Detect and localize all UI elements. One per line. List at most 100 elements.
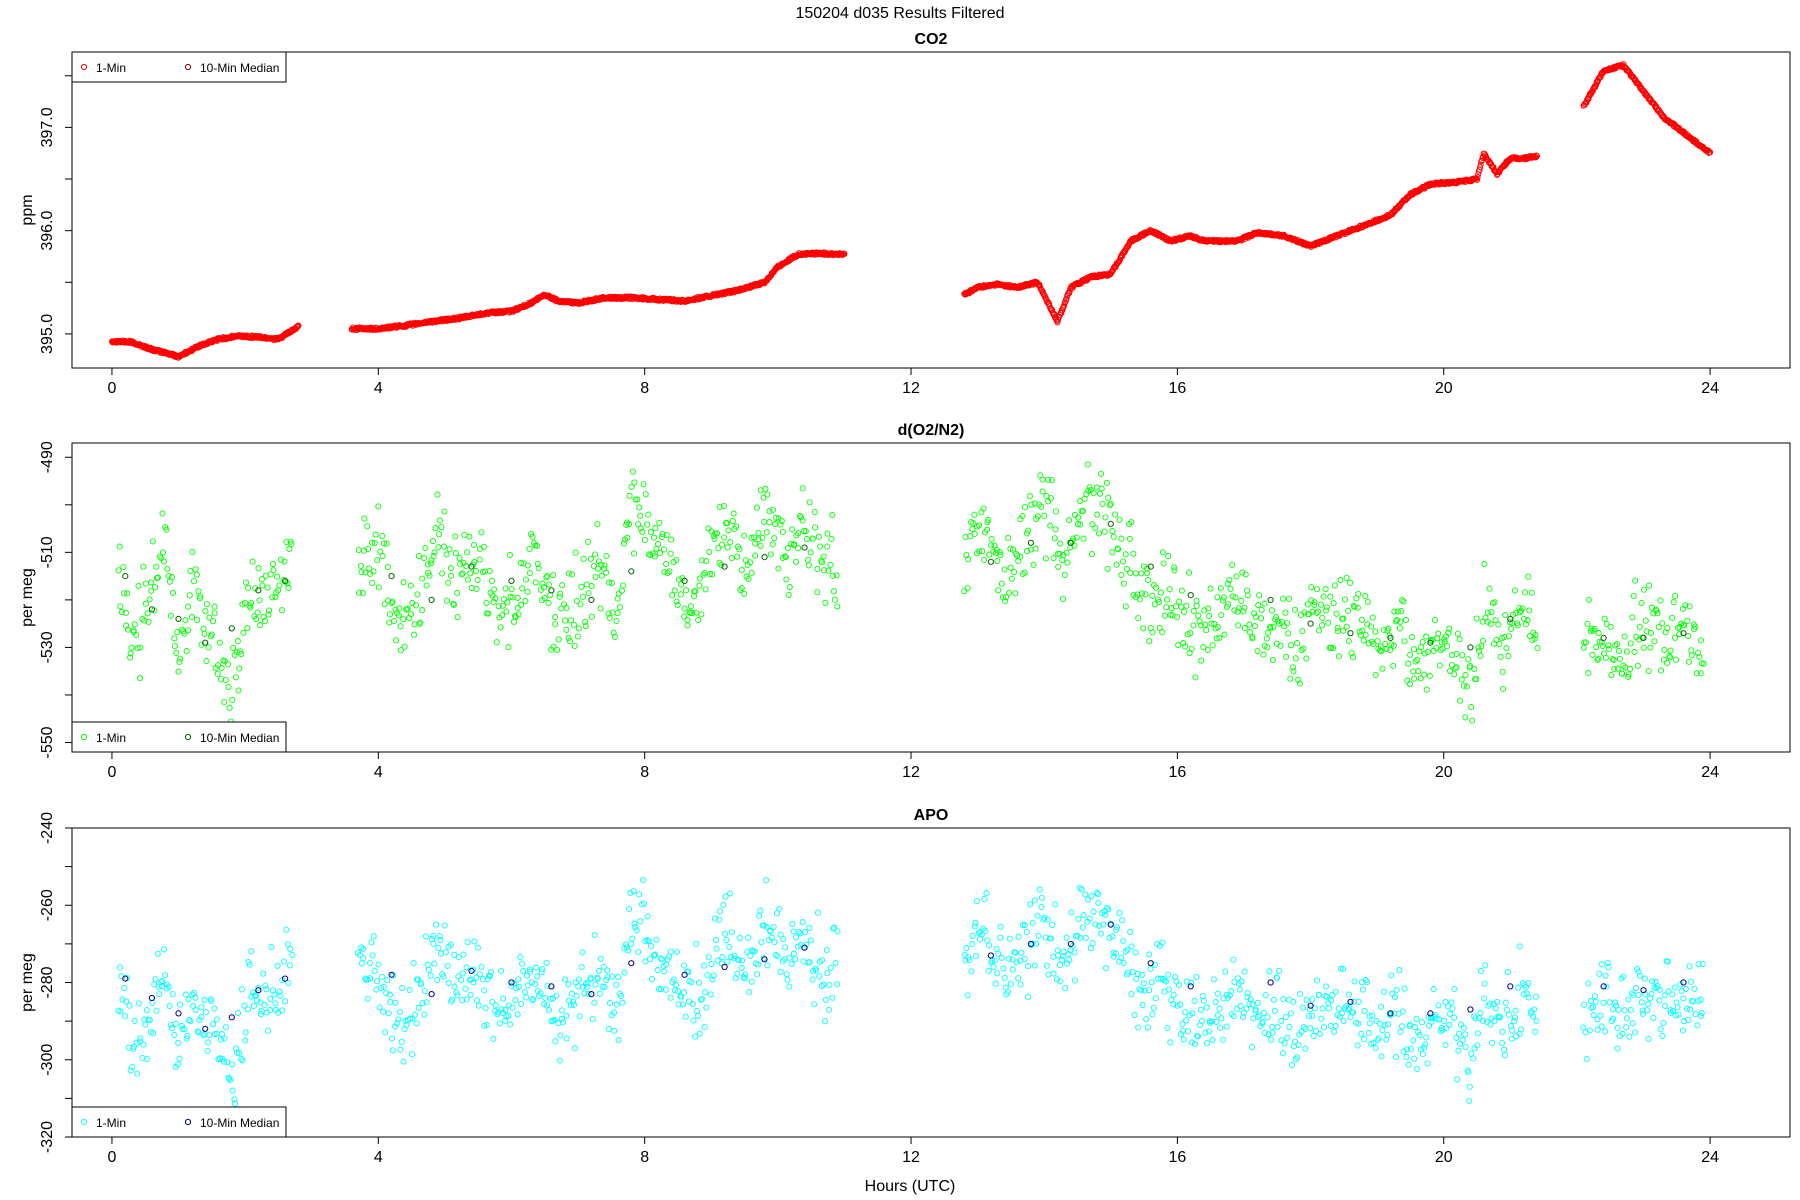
- data-point: [533, 542, 541, 549]
- data-point: [1288, 642, 1295, 649]
- data-point: [432, 525, 439, 532]
- data-point: [1319, 622, 1326, 629]
- data-point: [1521, 589, 1529, 596]
- x-tick-label: 8: [640, 764, 649, 781]
- data-point: [190, 1002, 197, 1010]
- data-point: [135, 1000, 142, 1007]
- data-point: [1084, 896, 1091, 903]
- data-point: [626, 521, 633, 528]
- data-point: [1167, 1039, 1174, 1046]
- data-point: [1230, 956, 1237, 963]
- data-point: [1236, 986, 1243, 993]
- data-point: [1028, 501, 1035, 508]
- data-point: [154, 950, 161, 957]
- data-point: [764, 491, 771, 498]
- data-point: [1383, 1036, 1390, 1043]
- data-point: [467, 991, 474, 998]
- data-point: [142, 1021, 149, 1028]
- data-point: [256, 622, 264, 629]
- y-tick-label: -300: [39, 1044, 56, 1076]
- data-point: [126, 1002, 133, 1009]
- data-point: [1181, 608, 1188, 615]
- data-point: [374, 557, 381, 564]
- data-point: [1348, 650, 1355, 657]
- data-point: [483, 599, 490, 607]
- data-point: [1685, 658, 1692, 665]
- data-point: [1064, 559, 1071, 566]
- data-point: [436, 517, 443, 524]
- data-point: [1654, 610, 1661, 617]
- data-point: [1176, 598, 1183, 605]
- data-point: [1026, 493, 1033, 500]
- data-point: [116, 543, 123, 550]
- data-point: [383, 989, 390, 997]
- y-axis-label: ppm: [19, 194, 36, 225]
- data-point: [518, 960, 526, 967]
- data-point: [122, 609, 129, 616]
- data-point: [803, 941, 810, 948]
- median-point: [202, 1025, 209, 1032]
- data-point: [684, 622, 691, 629]
- median-point: [681, 971, 688, 978]
- data-point: [472, 568, 479, 575]
- data-point: [1449, 1005, 1456, 1012]
- data-point: [1002, 594, 1010, 601]
- data-point: [1596, 970, 1603, 977]
- data-point: [1590, 627, 1597, 634]
- data-point: [1052, 508, 1060, 515]
- data-point: [239, 1057, 246, 1064]
- data-point: [153, 563, 160, 570]
- data-point: [730, 510, 737, 517]
- data-point: [1350, 654, 1357, 661]
- data-point: [1256, 592, 1263, 599]
- data-point: [1344, 1006, 1351, 1013]
- data-point: [1163, 978, 1170, 985]
- data-point: [1087, 945, 1094, 952]
- data-point: [773, 514, 780, 521]
- data-point: [372, 531, 379, 538]
- data-point: [658, 985, 665, 993]
- data-point: [1660, 1019, 1667, 1027]
- data-point: [450, 601, 458, 608]
- data-point: [708, 960, 715, 968]
- data-point: [983, 890, 990, 897]
- data-point: [1469, 717, 1476, 724]
- data-point: [1518, 1026, 1525, 1033]
- data-point: [552, 613, 559, 621]
- data-point: [964, 585, 971, 592]
- data-point: [1609, 656, 1616, 663]
- data-point: [818, 957, 826, 964]
- data-point: [1195, 612, 1202, 619]
- data-point: [1589, 651, 1596, 658]
- data-point: [438, 524, 445, 531]
- data-point: [1681, 622, 1688, 629]
- data-point: [1104, 565, 1111, 572]
- data-point: [221, 1035, 228, 1042]
- data-point: [278, 607, 286, 614]
- data-point: [746, 989, 753, 996]
- data-point: [1502, 611, 1509, 619]
- data-point: [1455, 1030, 1462, 1037]
- data-point: [1313, 977, 1320, 984]
- data-point: [721, 534, 728, 541]
- data-point: [1246, 629, 1254, 636]
- data-point: [1171, 564, 1178, 571]
- data-point: [425, 569, 432, 576]
- data-point: [265, 607, 273, 614]
- data-point: [771, 938, 778, 946]
- data-point: [605, 610, 612, 617]
- data-point: [173, 649, 180, 656]
- data-point: [406, 986, 413, 993]
- data-point: [834, 603, 841, 610]
- data-point: [1221, 631, 1228, 638]
- data-point: [439, 570, 446, 577]
- data-point: [498, 1006, 505, 1013]
- data-point: [790, 928, 797, 935]
- data-point: [435, 544, 442, 551]
- data-point: [369, 952, 376, 959]
- data-point: [1419, 1051, 1426, 1058]
- data-point: [1463, 683, 1470, 690]
- data-point: [591, 931, 598, 939]
- data-point: [416, 620, 423, 627]
- data-point: [1477, 164, 1484, 171]
